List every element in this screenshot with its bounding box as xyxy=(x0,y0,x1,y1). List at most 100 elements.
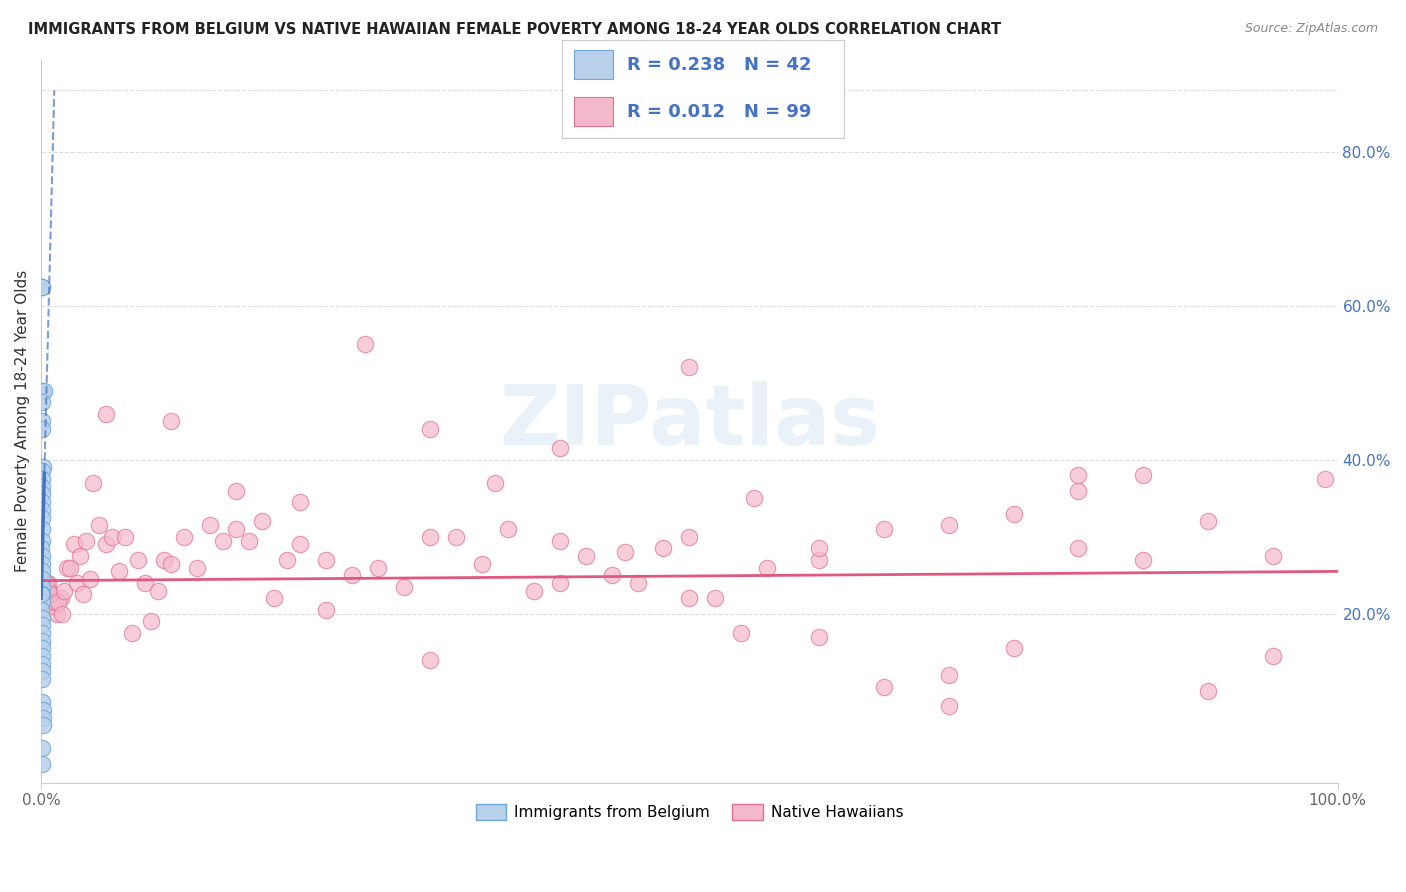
Point xyxy=(1261,648,1284,663)
Point xyxy=(315,553,337,567)
Point xyxy=(35,576,58,591)
Point xyxy=(600,568,623,582)
Point xyxy=(484,475,506,490)
Point xyxy=(62,537,84,551)
Point xyxy=(32,587,55,601)
Point xyxy=(31,703,53,717)
Point xyxy=(678,360,700,375)
Point xyxy=(31,522,53,536)
Point xyxy=(1132,468,1154,483)
Point xyxy=(1067,483,1090,498)
Point xyxy=(250,514,273,528)
Point xyxy=(31,414,53,428)
Point xyxy=(159,414,181,428)
Point xyxy=(31,587,53,601)
Point xyxy=(938,668,960,682)
Point xyxy=(101,530,124,544)
Point xyxy=(31,657,53,671)
Point xyxy=(354,337,377,351)
Point xyxy=(134,576,156,591)
Point xyxy=(31,279,53,293)
Point xyxy=(704,591,727,606)
Point xyxy=(392,580,415,594)
Point xyxy=(523,583,546,598)
Point xyxy=(34,583,56,598)
Point xyxy=(69,549,91,563)
Point xyxy=(31,565,53,579)
Point xyxy=(626,576,648,591)
Point xyxy=(51,607,73,621)
Point xyxy=(30,541,52,556)
Y-axis label: Female Poverty Among 18-24 Year Olds: Female Poverty Among 18-24 Year Olds xyxy=(15,270,30,573)
Point xyxy=(31,549,53,563)
Point xyxy=(548,576,571,591)
Point xyxy=(30,587,52,601)
Point xyxy=(31,279,53,293)
Point xyxy=(94,537,117,551)
Legend: Immigrants from Belgium, Native Hawaiians: Immigrants from Belgium, Native Hawaiian… xyxy=(470,797,910,826)
FancyBboxPatch shape xyxy=(574,97,613,127)
Point xyxy=(496,522,519,536)
Point xyxy=(30,603,52,617)
Point xyxy=(31,741,53,756)
Point xyxy=(678,530,700,544)
Point xyxy=(1002,641,1025,656)
Point xyxy=(31,695,53,709)
FancyBboxPatch shape xyxy=(574,50,613,79)
Point xyxy=(31,395,53,409)
Point xyxy=(159,557,181,571)
Point xyxy=(153,553,176,567)
Point xyxy=(419,422,441,436)
Point xyxy=(276,553,298,567)
Point xyxy=(263,591,285,606)
Point xyxy=(730,626,752,640)
Point xyxy=(82,475,104,490)
Point xyxy=(211,533,233,548)
Point xyxy=(31,626,53,640)
Point xyxy=(94,407,117,421)
Point xyxy=(31,580,53,594)
Point xyxy=(31,464,53,478)
Point xyxy=(114,530,136,544)
Point xyxy=(66,576,89,591)
Point xyxy=(225,522,247,536)
Point xyxy=(31,665,53,679)
Point xyxy=(46,595,69,609)
Point xyxy=(575,549,598,563)
Point xyxy=(49,591,72,606)
Point xyxy=(31,711,53,725)
Point xyxy=(45,607,67,621)
Point xyxy=(31,756,53,771)
Point xyxy=(225,483,247,498)
Point xyxy=(31,472,53,486)
Point xyxy=(1132,553,1154,567)
Point xyxy=(173,530,195,544)
Point xyxy=(613,545,636,559)
Point xyxy=(89,518,111,533)
Point xyxy=(315,603,337,617)
Text: Source: ZipAtlas.com: Source: ZipAtlas.com xyxy=(1244,22,1378,36)
Text: IMMIGRANTS FROM BELGIUM VS NATIVE HAWAIIAN FEMALE POVERTY AMONG 18-24 YEAR OLDS : IMMIGRANTS FROM BELGIUM VS NATIVE HAWAII… xyxy=(28,22,1001,37)
Point xyxy=(32,718,55,732)
Point xyxy=(1261,549,1284,563)
Point xyxy=(290,495,312,509)
Point xyxy=(31,422,53,436)
Point xyxy=(548,533,571,548)
Point xyxy=(1197,514,1219,528)
Point xyxy=(419,530,441,544)
Point xyxy=(31,618,53,632)
Point xyxy=(31,587,53,601)
Point xyxy=(31,533,53,548)
Point xyxy=(198,518,221,533)
Point xyxy=(444,530,467,544)
Point xyxy=(31,557,53,571)
Point xyxy=(42,599,65,613)
Point xyxy=(1002,507,1025,521)
Point xyxy=(141,615,163,629)
Point xyxy=(808,553,831,567)
Point xyxy=(808,630,831,644)
Point xyxy=(31,572,53,586)
Text: ZIPatlas: ZIPatlas xyxy=(499,381,880,462)
Point xyxy=(756,560,779,574)
Point xyxy=(678,591,700,606)
